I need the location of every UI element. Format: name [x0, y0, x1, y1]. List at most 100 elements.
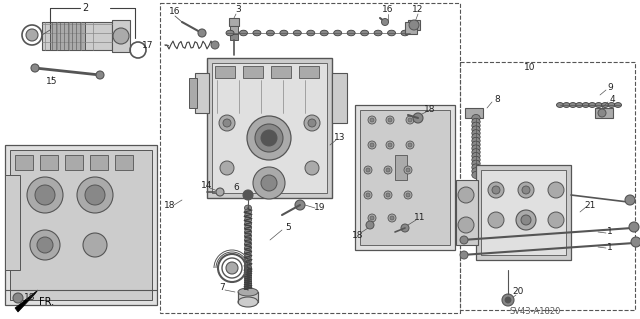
Circle shape	[219, 115, 235, 131]
Circle shape	[247, 116, 291, 160]
Circle shape	[488, 182, 504, 198]
Circle shape	[255, 124, 283, 152]
Text: 7: 7	[219, 284, 225, 293]
Ellipse shape	[244, 217, 252, 223]
Circle shape	[401, 224, 409, 232]
Ellipse shape	[472, 137, 480, 144]
Circle shape	[458, 187, 474, 203]
Circle shape	[522, 186, 530, 194]
Ellipse shape	[244, 276, 252, 282]
Ellipse shape	[576, 102, 583, 108]
Ellipse shape	[472, 122, 480, 129]
Circle shape	[30, 230, 60, 260]
Text: 16: 16	[169, 8, 180, 17]
Circle shape	[521, 215, 531, 225]
Circle shape	[366, 193, 370, 197]
Circle shape	[198, 29, 206, 37]
Ellipse shape	[608, 102, 615, 108]
Ellipse shape	[244, 283, 252, 289]
Ellipse shape	[244, 257, 252, 263]
Circle shape	[308, 119, 316, 127]
Text: 11: 11	[414, 213, 426, 222]
Bar	[395, 155, 407, 180]
Text: 15: 15	[46, 78, 58, 86]
Text: 1: 1	[607, 227, 613, 236]
Bar	[271, 66, 291, 78]
Circle shape	[460, 236, 468, 244]
Bar	[215, 66, 235, 78]
Text: 4: 4	[609, 95, 615, 105]
Polygon shape	[15, 290, 38, 312]
Ellipse shape	[472, 152, 480, 160]
Circle shape	[413, 113, 423, 123]
Ellipse shape	[582, 102, 589, 108]
Circle shape	[406, 168, 410, 172]
Ellipse shape	[238, 288, 258, 296]
Ellipse shape	[307, 30, 315, 36]
Text: 13: 13	[334, 133, 346, 143]
Ellipse shape	[244, 270, 252, 275]
Ellipse shape	[563, 102, 570, 108]
Bar	[40, 155, 58, 170]
Circle shape	[216, 188, 224, 196]
Circle shape	[381, 19, 388, 26]
Circle shape	[113, 28, 129, 44]
Ellipse shape	[244, 213, 252, 219]
Circle shape	[37, 237, 53, 253]
Circle shape	[388, 143, 392, 147]
Bar	[112, 20, 130, 52]
Ellipse shape	[244, 280, 252, 286]
Ellipse shape	[244, 272, 252, 278]
Text: 3: 3	[235, 5, 241, 14]
Text: 8: 8	[494, 95, 500, 105]
Circle shape	[629, 222, 639, 232]
Ellipse shape	[472, 145, 480, 152]
Bar	[405, 22, 417, 34]
Ellipse shape	[253, 30, 261, 36]
Circle shape	[406, 141, 414, 149]
Ellipse shape	[244, 229, 252, 235]
Ellipse shape	[472, 172, 480, 179]
Circle shape	[26, 29, 38, 41]
Ellipse shape	[244, 225, 252, 231]
Ellipse shape	[244, 253, 252, 259]
Ellipse shape	[472, 130, 480, 137]
Circle shape	[368, 141, 376, 149]
Ellipse shape	[244, 261, 252, 267]
Ellipse shape	[293, 30, 301, 36]
Text: 1: 1	[607, 243, 613, 253]
Circle shape	[488, 212, 504, 228]
Bar	[360, 110, 450, 245]
Text: 2: 2	[82, 3, 88, 13]
Ellipse shape	[244, 274, 252, 280]
Ellipse shape	[244, 285, 252, 291]
Ellipse shape	[239, 30, 248, 36]
Ellipse shape	[333, 30, 342, 36]
Circle shape	[404, 191, 412, 199]
Text: 5: 5	[285, 224, 291, 233]
Text: 6: 6	[233, 183, 239, 192]
Circle shape	[368, 214, 376, 222]
Circle shape	[96, 71, 104, 79]
Text: 20: 20	[512, 287, 524, 296]
Circle shape	[85, 185, 105, 205]
Ellipse shape	[244, 205, 252, 211]
Circle shape	[598, 109, 606, 117]
Ellipse shape	[472, 126, 480, 133]
Circle shape	[370, 143, 374, 147]
Bar	[243, 66, 263, 78]
Circle shape	[384, 166, 392, 174]
Ellipse shape	[401, 30, 409, 36]
Bar	[5, 175, 20, 270]
Bar	[115, 155, 133, 170]
Bar	[212, 63, 327, 193]
Ellipse shape	[472, 164, 480, 171]
Bar	[238, 292, 258, 302]
Bar	[207, 58, 332, 198]
Circle shape	[305, 161, 319, 175]
Ellipse shape	[244, 278, 252, 284]
Bar	[299, 66, 319, 78]
Circle shape	[408, 118, 412, 122]
Ellipse shape	[472, 160, 480, 167]
Circle shape	[516, 210, 536, 230]
